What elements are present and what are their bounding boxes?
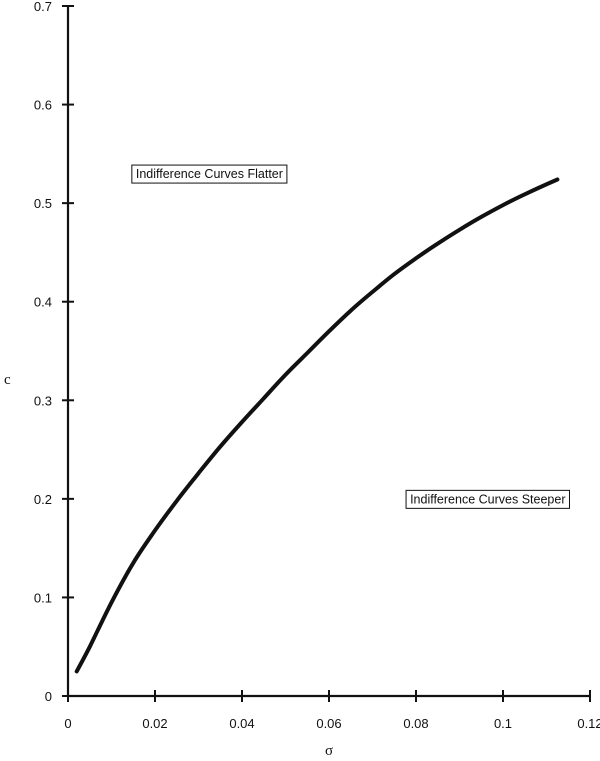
series xyxy=(74,177,560,674)
y-tick-label: 0.4 xyxy=(34,295,52,310)
annotation: Indifference Curves Steeper xyxy=(405,489,570,509)
x-tick-label: 0.1 xyxy=(494,716,512,731)
annotation-box xyxy=(405,489,570,509)
series-line xyxy=(74,177,560,674)
x-tick-label: 0.02 xyxy=(142,716,167,731)
ticks: 0 0.02 0.04 0.06 0.08 0.1 0.12 0 0.1 0.2 0.3 0.4 0.5… xyxy=(34,0,600,731)
x-tick-label: 0.08 xyxy=(403,716,428,731)
y-tick-label: 0 xyxy=(45,689,52,704)
y-tick-label: 0.3 xyxy=(34,393,52,408)
y-tick-label: 0.7 xyxy=(34,0,52,14)
annotation-box xyxy=(131,164,288,184)
x-tick-label: 0 xyxy=(64,716,71,731)
y-tick-label: 0.5 xyxy=(34,196,52,211)
x-tick-label: 0.04 xyxy=(229,716,254,731)
annotation-text: Indifference Curves Flatter xyxy=(136,167,283,181)
x-axis-title: σ xyxy=(325,743,333,759)
axes xyxy=(66,6,590,698)
x-tick-label: 0.06 xyxy=(316,716,341,731)
y-tick-label: 0.1 xyxy=(34,590,52,605)
y-tick-label: 0.6 xyxy=(34,98,52,113)
y-axis-title: c xyxy=(4,372,11,388)
annotations: Indifference Curves Flatter Indifference … xyxy=(131,164,570,509)
x-tick-label: 0.12 xyxy=(577,716,600,731)
annotation: Indifference Curves Flatter xyxy=(131,164,288,184)
y-tick-label: 0.2 xyxy=(34,492,52,507)
annotation-text: Indifference Curves Steeper xyxy=(410,492,565,506)
